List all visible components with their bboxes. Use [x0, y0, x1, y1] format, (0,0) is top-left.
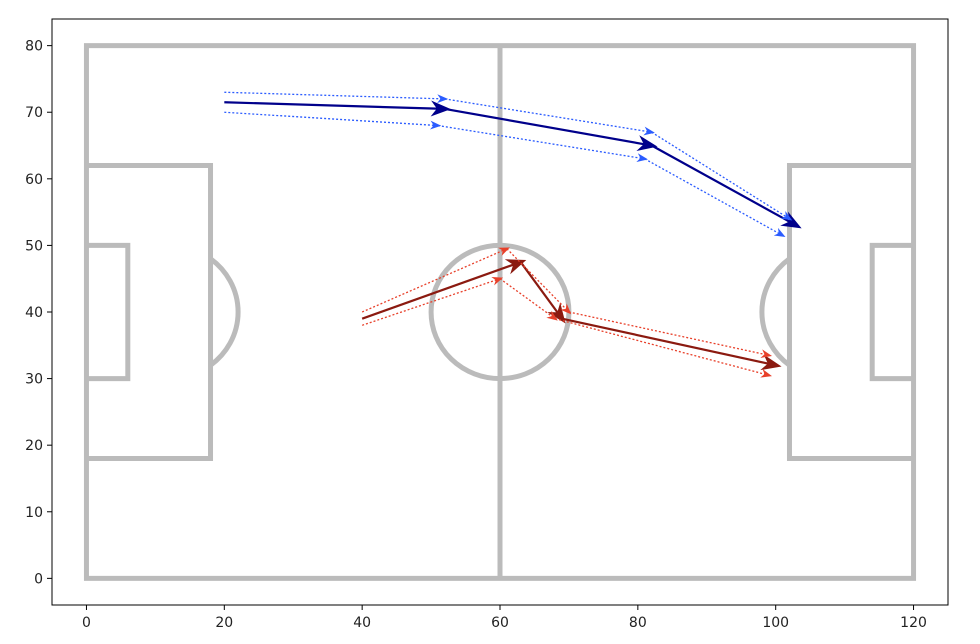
x-tick-label-20: 20	[215, 615, 233, 631]
pass-segment-0-0	[224, 100, 451, 117]
y-tick-label-60: 60	[25, 172, 43, 188]
pass-segment-2-1	[437, 124, 648, 162]
right-six-yard-box	[869, 242, 914, 382]
pitch-markings	[83, 43, 917, 581]
pass-segment-3-1	[519, 261, 566, 324]
y-tick-label-0: 0	[34, 571, 43, 587]
y-tick-label-50: 50	[25, 238, 43, 254]
series-blue-dotted-1	[224, 91, 793, 221]
pass-segment-3-0	[361, 259, 527, 320]
x-tick-label-60: 60	[491, 615, 509, 631]
series-red-dotted-4	[361, 247, 773, 358]
pass-segment-4-1	[506, 248, 572, 315]
x-tick-label-100: 100	[762, 615, 789, 631]
series-red-solid-3	[361, 259, 782, 371]
x-tick-label-120: 120	[900, 615, 927, 631]
x-tick-label-0: 0	[82, 615, 91, 631]
left-six-yard-box	[86, 242, 131, 382]
pass-segment-1-1	[444, 98, 655, 136]
pass-segment-5-1	[499, 278, 558, 321]
pass-segment-1-0	[224, 91, 449, 104]
series-blue-solid-0	[224, 100, 802, 229]
pass-segment-4-0	[361, 247, 510, 313]
right-penalty-box	[786, 163, 914, 461]
pass-segment-2-2	[644, 158, 786, 238]
left-penalty-box	[86, 163, 214, 461]
y-tick-label-80: 80	[25, 39, 43, 55]
pass-segment-0-2	[651, 144, 802, 229]
pass-segment-5-2	[554, 318, 772, 378]
right-penalty-arc	[759, 256, 791, 368]
pass-segment-3-2	[561, 317, 782, 371]
y-tick-label-40: 40	[25, 305, 43, 321]
pass-segment-5-0	[361, 277, 504, 326]
x-tick-label-80: 80	[629, 615, 647, 631]
left-penalty-arc	[209, 256, 241, 368]
y-tick-label-70: 70	[25, 105, 43, 121]
y-tick-label-10: 10	[25, 505, 43, 521]
pass-series	[224, 91, 802, 378]
y-tick-label-20: 20	[25, 438, 43, 454]
x-tick-label-40: 40	[353, 615, 371, 631]
series-red-dotted-5	[361, 277, 772, 378]
series-blue-dotted-2	[224, 111, 786, 238]
pass-segment-2-0	[224, 111, 442, 130]
axis-ticks: 0 20 40 60 80 100 120 0 10 20 30 40 50 60 70 80	[25, 39, 927, 631]
pass-segment-1-2	[651, 131, 793, 221]
pass-segment-0-1	[444, 107, 658, 151]
y-tick-label-30: 30	[25, 372, 43, 388]
